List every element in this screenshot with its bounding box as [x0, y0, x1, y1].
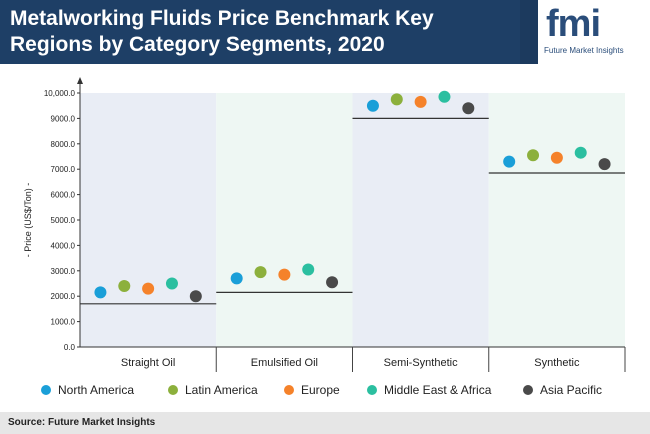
y-tick-label: 4000.0 — [51, 241, 76, 250]
legend-marker — [367, 385, 377, 395]
category-panel — [216, 93, 353, 347]
title-line-2: Regions by Category Segments, 2020 — [10, 33, 385, 56]
y-tick-label: 5000.0 — [51, 216, 76, 225]
logo-mark: fmi — [546, 3, 601, 45]
data-point — [230, 272, 243, 285]
data-point — [390, 93, 403, 106]
data-point — [438, 90, 451, 103]
data-point — [503, 155, 516, 168]
legend-marker — [523, 385, 533, 395]
data-point — [94, 286, 107, 299]
data-point — [366, 99, 379, 112]
legend-label: Asia Pacific — [540, 383, 602, 397]
category-label: Straight Oil — [121, 357, 175, 369]
category-panel — [352, 93, 489, 347]
y-axis-title: - Price (US$/Ton) - — [23, 183, 33, 258]
legend-label: North America — [58, 383, 134, 397]
y-tick-label: 3000.0 — [51, 267, 76, 276]
brand-logo: fmi Future Market Insights — [538, 0, 650, 64]
data-point — [326, 276, 339, 289]
data-point — [254, 266, 267, 279]
price-benchmark-chart: 0.0 1000.0 2000.0 3000.0 4000.0 5000.0 6000.0 7… — [23, 77, 626, 397]
data-point — [302, 263, 315, 276]
y-tick-label: 0.0 — [64, 343, 76, 352]
category-label: Semi-Synthetic — [384, 357, 458, 369]
y-tick-label: 9000.0 — [51, 114, 76, 123]
data-point — [550, 151, 563, 164]
y-tick-label: 6000.0 — [51, 191, 76, 200]
legend-marker — [284, 385, 294, 395]
category-panel — [80, 93, 217, 347]
y-tick-label: 7000.0 — [51, 165, 76, 174]
title-line-1: Metalworking Fluids Price Benchmark Key — [10, 7, 434, 30]
source-note: Source: Future Market Insights — [8, 417, 156, 428]
y-tick-label: 2000.0 — [51, 292, 76, 301]
data-point — [189, 290, 202, 303]
category-label: Synthetic — [534, 357, 580, 369]
data-point — [598, 158, 611, 171]
y-tick-label: 10,000.0 — [44, 89, 76, 98]
legend-label: Middle East & Africa — [384, 383, 492, 397]
data-point — [414, 95, 427, 108]
data-point — [278, 268, 291, 281]
category-label: Emulsified Oil — [251, 357, 318, 369]
header-background — [0, 0, 520, 64]
category-panel — [488, 93, 625, 347]
data-point — [462, 102, 475, 115]
y-tick-label: 8000.0 — [51, 140, 76, 149]
legend-label: Europe — [301, 383, 340, 397]
y-tick-label: 1000.0 — [51, 318, 76, 327]
page-title: Metalworking Fluids Price Benchmark Key … — [10, 6, 510, 58]
legend-marker — [168, 385, 178, 395]
legend-label: Latin America — [185, 383, 258, 397]
data-point — [118, 280, 131, 293]
data-point — [142, 282, 155, 295]
header-banner: Metalworking Fluids Price Benchmark Key … — [0, 0, 650, 64]
y-axis-arrow — [77, 77, 83, 84]
data-point — [165, 277, 178, 290]
logo-subtitle: Future Market Insights — [544, 46, 624, 55]
legend-marker — [41, 385, 51, 395]
footer-bar: Source: Future Market Insights — [0, 412, 650, 434]
data-point — [574, 146, 587, 159]
data-point — [527, 149, 540, 162]
